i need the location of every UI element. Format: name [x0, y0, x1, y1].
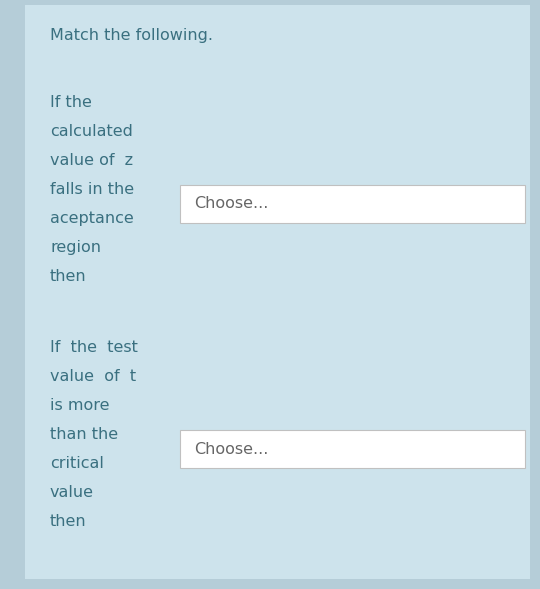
Text: If the: If the: [50, 95, 92, 110]
Text: calculated: calculated: [50, 124, 133, 139]
Text: aceptance: aceptance: [50, 211, 134, 226]
Text: then: then: [50, 514, 86, 529]
Text: critical: critical: [50, 456, 104, 471]
FancyBboxPatch shape: [180, 430, 525, 468]
Text: then: then: [50, 269, 86, 284]
Text: value  of  t: value of t: [50, 369, 136, 384]
Text: region: region: [50, 240, 101, 255]
Text: than the: than the: [50, 427, 118, 442]
FancyBboxPatch shape: [25, 5, 530, 579]
FancyBboxPatch shape: [180, 185, 525, 223]
Text: value of  z: value of z: [50, 153, 133, 168]
Text: value: value: [50, 485, 94, 500]
Text: Choose...: Choose...: [194, 197, 268, 211]
Text: Match the following.: Match the following.: [50, 28, 213, 43]
Text: Choose...: Choose...: [194, 442, 268, 456]
Text: If  the  test: If the test: [50, 340, 138, 355]
Text: falls in the: falls in the: [50, 182, 134, 197]
Text: is more: is more: [50, 398, 110, 413]
